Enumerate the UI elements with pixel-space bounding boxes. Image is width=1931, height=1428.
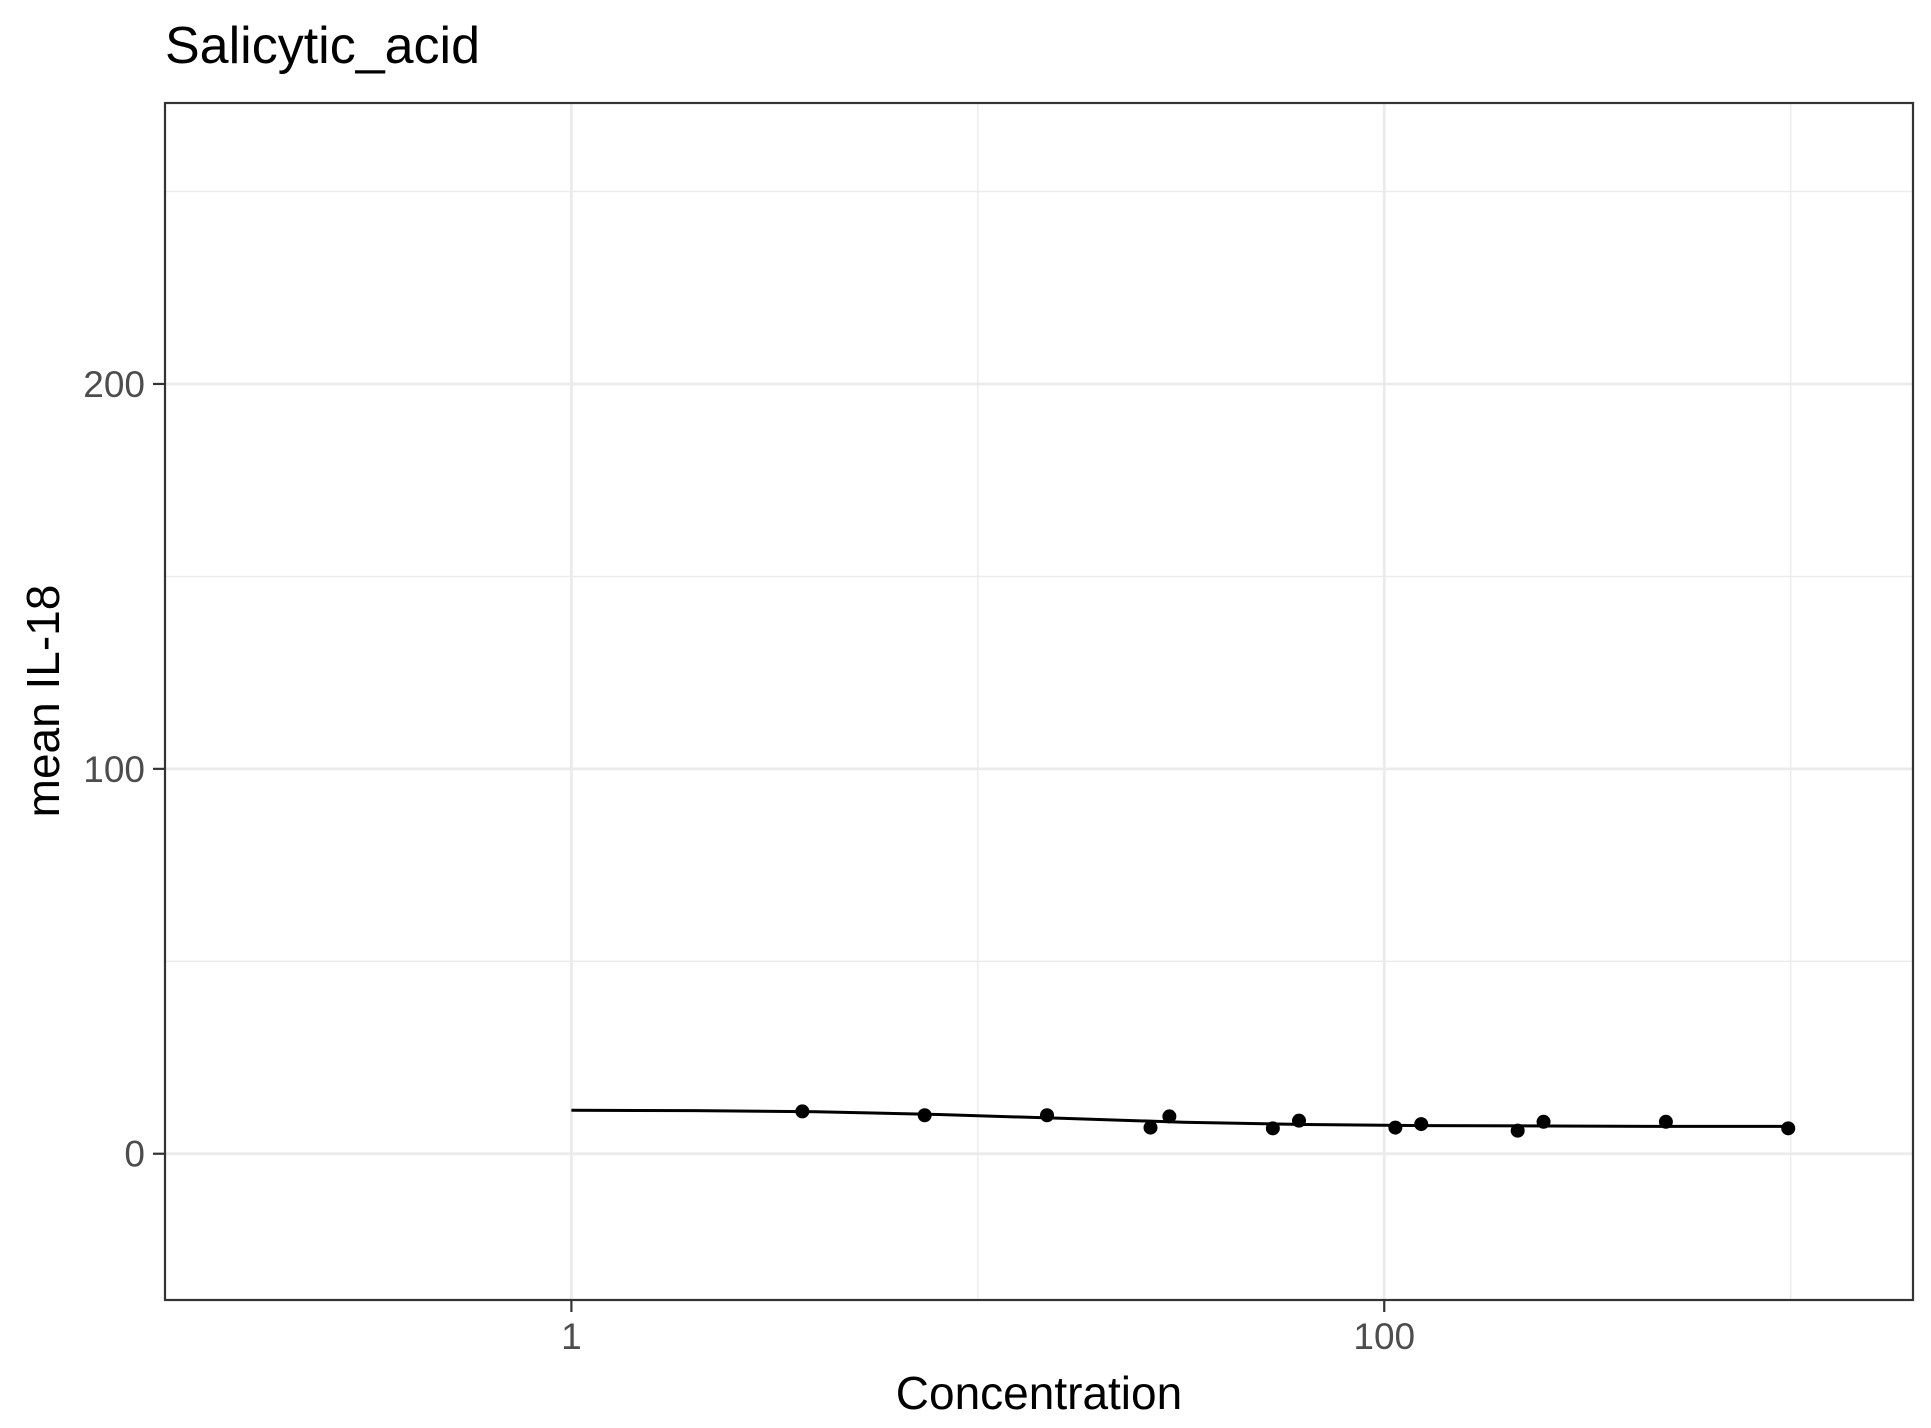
fit-line <box>571 1108 1789 1128</box>
data-point <box>1536 1114 1551 1129</box>
x-tick-label: 100 <box>1353 1316 1415 1357</box>
x-axis-title: Concentration <box>896 1367 1182 1419</box>
y-tick-label: 200 <box>83 364 145 405</box>
data-point <box>1143 1120 1158 1135</box>
fit-line-layer <box>571 1108 1789 1128</box>
y-tick-label: 100 <box>83 749 145 790</box>
x-tick-label: 1 <box>561 1316 582 1357</box>
axis-ticks: 1 100 0 100 200 <box>83 364 1415 1357</box>
data-point <box>1040 1108 1055 1123</box>
panel-border <box>163 101 1915 1302</box>
data-point <box>1388 1120 1403 1135</box>
data-point <box>1162 1109 1177 1124</box>
y-tick-label: 0 <box>124 1134 145 1175</box>
data-point <box>917 1108 932 1123</box>
chart-title: Salicytic_acid <box>165 17 480 75</box>
grid-lines <box>164 103 1913 1300</box>
data-point <box>795 1104 810 1119</box>
data-point <box>1265 1121 1280 1136</box>
y-axis-title: mean IL-18 <box>17 585 69 818</box>
data-point <box>1781 1121 1796 1136</box>
data-point <box>1658 1114 1673 1129</box>
data-point <box>1414 1117 1429 1132</box>
data-point <box>1510 1123 1525 1138</box>
data-points <box>795 1104 1796 1138</box>
data-point <box>1292 1113 1307 1128</box>
